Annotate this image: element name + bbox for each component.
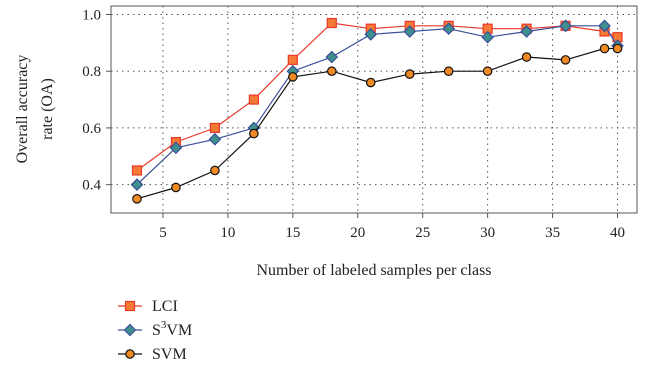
data-point-s3vm xyxy=(130,178,144,191)
data-point-svm xyxy=(132,194,142,204)
legend-label: SVM xyxy=(152,346,187,363)
data-point-lci xyxy=(209,122,221,134)
y-tick-label: 1.0 xyxy=(82,8,101,24)
y-tick-label: 0.6 xyxy=(82,121,101,137)
legend-label: LCI xyxy=(152,298,178,315)
data-point-s3vm xyxy=(403,25,417,38)
data-point-s3vm xyxy=(325,50,339,64)
data-point-s3vm xyxy=(481,30,494,44)
data-point-svm xyxy=(326,66,337,77)
legend-marker xyxy=(124,300,136,312)
y-axis-title-line-2: rate (OA) xyxy=(39,78,56,140)
series-line-svm xyxy=(136,47,618,200)
x-tick-label: 40 xyxy=(610,225,625,241)
data-point-svm xyxy=(521,52,532,62)
data-point-lci xyxy=(287,54,298,65)
data-point-svm xyxy=(612,43,623,54)
data-point-svm xyxy=(560,55,571,65)
x-tick-label: 35 xyxy=(545,225,560,241)
data-point-s3vm xyxy=(169,141,183,155)
data-point-svm xyxy=(599,43,610,54)
series-layer xyxy=(130,17,624,204)
data-point-svm xyxy=(249,128,259,139)
data-point-s3vm xyxy=(208,132,222,146)
data-point-s3vm xyxy=(364,28,378,41)
legend-label: S3VM xyxy=(152,319,192,339)
data-point-svm xyxy=(365,77,376,88)
series-line-lci xyxy=(136,22,618,171)
data-point-s3vm xyxy=(559,19,572,33)
x-tick-label: 25 xyxy=(415,225,430,241)
series-svm xyxy=(132,43,623,204)
plot-frame xyxy=(110,5,638,214)
data-point-svm xyxy=(171,182,181,193)
x-tick-label: 20 xyxy=(350,225,365,241)
data-point-svm xyxy=(404,69,415,79)
data-point-s3vm xyxy=(598,19,611,33)
series-lci xyxy=(131,17,623,176)
legend-item-lci: LCI xyxy=(118,298,178,315)
legend-item-svm: SVM xyxy=(118,346,187,363)
legend-item-s3vm: S3VM xyxy=(118,319,192,339)
data-point-lci xyxy=(248,94,259,105)
series-line-s3vm xyxy=(136,25,619,186)
legend-marker xyxy=(125,349,135,359)
x-tick-label: 30 xyxy=(480,225,495,241)
data-point-svm xyxy=(482,66,493,77)
x-tick-label: 15 xyxy=(285,225,300,241)
legend-marker xyxy=(123,323,137,337)
data-point-lci xyxy=(326,17,337,29)
y-axis-title: Overall accuracy rate (OA) xyxy=(14,55,56,164)
x-tick-label: 5 xyxy=(159,225,167,241)
data-point-lci xyxy=(131,165,143,176)
data-point-svm xyxy=(210,165,220,176)
x-tick-label: 10 xyxy=(220,225,235,241)
data-point-s3vm xyxy=(520,25,533,38)
series-s3vm xyxy=(130,19,624,191)
data-point-svm xyxy=(288,72,298,82)
legend: LCI S3VM SVM xyxy=(118,298,192,363)
y-tick-label: 0.8 xyxy=(82,64,101,80)
x-axis-title: Number of labeled samples per class xyxy=(256,262,491,279)
data-point-svm xyxy=(443,66,454,77)
y-tick-label: 0.4 xyxy=(82,178,101,194)
tick-layer: 5 10 15 20 25 30 35 40 0.4 0.6 0.8 1.0 xyxy=(82,8,625,241)
y-axis-title-line-1: Overall accuracy xyxy=(14,55,31,164)
data-point-s3vm xyxy=(442,22,456,36)
